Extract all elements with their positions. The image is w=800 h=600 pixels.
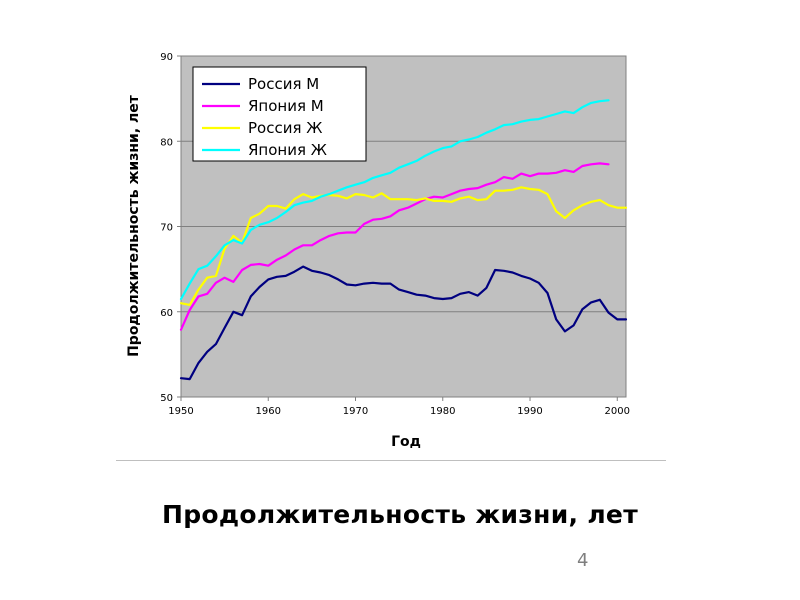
series-line-3	[179, 186, 628, 306]
x-tick-label: 1950	[168, 406, 193, 417]
chart-legend: Россия М Япония М Россия Ж Япония Ж	[192, 66, 367, 162]
y-tick-label: 80	[160, 137, 173, 148]
x-axis-title: Год	[391, 434, 421, 450]
x-tick-label: 1970	[343, 406, 368, 417]
series-lines	[179, 99, 628, 381]
y-tick-label: 60	[160, 308, 173, 319]
y-axis-ticks: 50 60 70 80 90	[160, 52, 181, 404]
y-tick-label: 50	[160, 393, 173, 404]
legend-label: Россия Ж	[248, 119, 322, 137]
legend-box	[192, 66, 367, 162]
series-line-1	[179, 265, 628, 381]
x-tick-label: 1980	[430, 406, 455, 417]
y-axis-title: Продолжительность жизни, лет	[126, 94, 142, 357]
x-tick-label: 2000	[605, 406, 630, 417]
legend-label: Япония М	[248, 97, 324, 115]
y-tick-label: 90	[160, 52, 173, 63]
slide-title: Продолжительность жизни, лет	[162, 500, 638, 529]
series-line-4	[179, 99, 610, 301]
page-number: 4	[577, 550, 589, 571]
y-tick-label: 70	[160, 223, 173, 234]
legend-label: Россия М	[248, 75, 319, 93]
legend-label: Япония Ж	[248, 141, 327, 159]
line-chart: 1950 1960 1970 1980 1990 2000 50 60 70 80 90 Год …	[116, 44, 666, 461]
x-axis-ticks: 1950 1960 1970 1980 1990 2000	[168, 397, 630, 417]
x-tick-label: 1960	[256, 406, 281, 417]
series-line-2	[179, 162, 610, 331]
x-tick-label: 1990	[517, 406, 542, 417]
